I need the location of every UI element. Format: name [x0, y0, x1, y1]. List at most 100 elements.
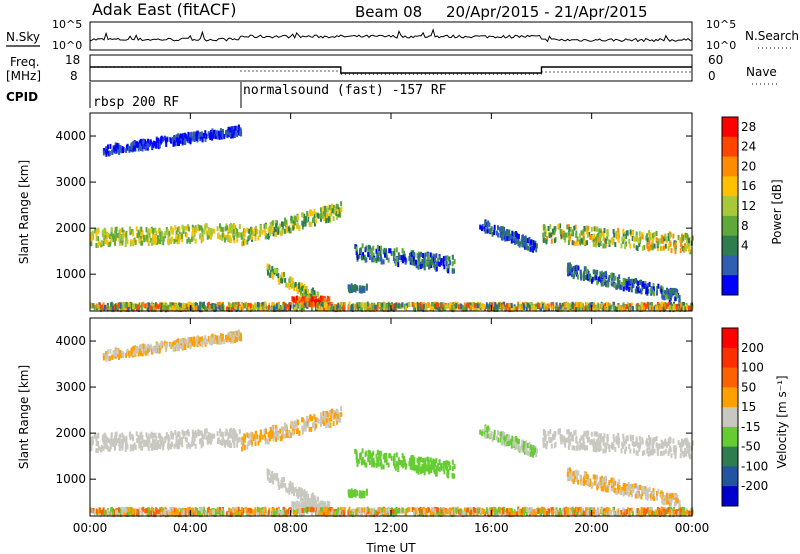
range-cell [259, 437, 262, 443]
range-cell [181, 344, 184, 350]
range-cell [361, 243, 364, 249]
freq-label: Freq. [10, 55, 40, 69]
range-cell [377, 256, 380, 262]
range-cell [238, 224, 241, 229]
range-cell [104, 439, 107, 445]
range-cell [301, 502, 304, 508]
range-cell [212, 133, 215, 139]
range-cell [668, 448, 671, 454]
range-cell [613, 232, 616, 238]
range-cell [272, 231, 275, 237]
range-cell [497, 232, 500, 238]
range-cell [350, 488, 353, 494]
range-cell [182, 433, 185, 439]
range-cell [181, 442, 184, 448]
range-cell [430, 465, 433, 471]
range-cell [559, 428, 562, 434]
range-cell [225, 235, 228, 240]
range-cell [189, 337, 192, 343]
range-cell [177, 133, 180, 139]
range-cell [314, 295, 317, 301]
range-cell [521, 439, 524, 445]
range-cell [260, 225, 262, 231]
range-cell [236, 433, 239, 439]
range-cell [491, 231, 494, 237]
range-cell [205, 133, 208, 139]
range-cell [243, 240, 246, 246]
range-cell [185, 437, 188, 443]
range-cell [209, 340, 212, 345]
nsearch-tick-high: 10^5 [706, 18, 736, 31]
range-cell [653, 291, 656, 297]
range-cell [198, 305, 201, 311]
range-cell [301, 417, 304, 423]
range-cell [361, 255, 363, 261]
range-cell [303, 424, 306, 430]
range-cell [225, 306, 228, 312]
range-cell [285, 432, 288, 438]
range-cell [187, 431, 190, 437]
range-cell [421, 464, 424, 469]
range-cell [283, 271, 285, 277]
range-cell [673, 245, 676, 251]
range-cell [487, 307, 490, 312]
range-cell [366, 301, 369, 307]
range-cell [369, 249, 372, 255]
range-cell [157, 238, 160, 244]
range-cell [304, 421, 307, 427]
range-cell [140, 305, 143, 311]
range-cell [269, 436, 271, 442]
range-cell [237, 301, 240, 307]
range-cell [152, 142, 155, 148]
range-cell [326, 207, 329, 213]
range-cell [98, 445, 100, 451]
range-cell [350, 288, 353, 294]
range-cell [553, 229, 556, 235]
range-cell [682, 301, 685, 307]
range-cell [307, 289, 309, 294]
range-cell [284, 228, 287, 234]
range-cell [317, 291, 320, 297]
range-cell [622, 280, 625, 286]
range-cell [421, 259, 424, 264]
range-cell [350, 305, 353, 311]
range-cell [104, 238, 107, 244]
range-cell [326, 295, 329, 301]
range-cell [446, 470, 449, 476]
range-cell [275, 428, 278, 434]
range-cell [145, 227, 148, 233]
range-cell [575, 306, 577, 312]
range-cell [139, 229, 142, 235]
range-cell [269, 477, 272, 483]
range-cell [104, 443, 107, 449]
range-cell [512, 307, 514, 313]
range-cell [688, 243, 691, 249]
range-cell [606, 235, 609, 241]
range-cell [389, 453, 392, 459]
range-cell [275, 433, 278, 439]
range-cell [311, 291, 314, 297]
range-cell [522, 303, 525, 309]
range-cell [227, 307, 230, 312]
range-cell [534, 242, 536, 248]
range-cell [444, 464, 447, 470]
range-cell [349, 305, 352, 311]
range-cell [107, 446, 110, 452]
range-cell [294, 501, 297, 507]
range-cell [191, 234, 194, 240]
range-cell [306, 416, 309, 422]
range-cell [375, 305, 378, 311]
range-cell [588, 436, 591, 442]
range-cell [234, 335, 237, 341]
range-cell [431, 306, 433, 312]
range-cell [583, 226, 586, 232]
range-cell [272, 436, 275, 442]
range-cell [645, 304, 648, 310]
range-cell [520, 303, 523, 309]
range-cell [356, 285, 359, 291]
range-cell [422, 253, 425, 258]
range-cell [304, 302, 307, 308]
range-cell [369, 454, 372, 460]
range-cell [118, 302, 120, 308]
range-cell [500, 235, 503, 241]
